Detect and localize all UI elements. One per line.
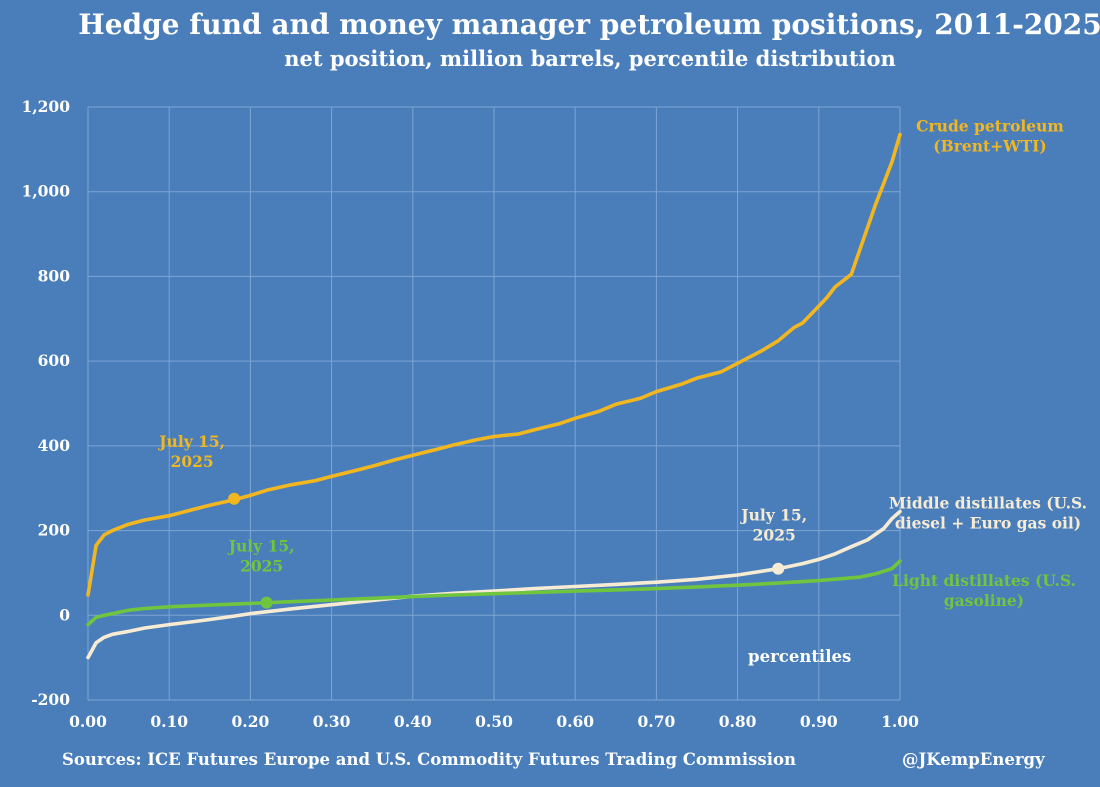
marker-point <box>228 492 241 505</box>
x-tick-label: 0.20 <box>232 712 270 731</box>
series-label: Crude petroleum (Brent+WTI) <box>916 117 1064 156</box>
y-tick-label: 1,200 <box>21 97 70 116</box>
series-lines <box>86 132 902 660</box>
x-tick-label: 0.70 <box>638 712 676 731</box>
x-tick-label: 0.00 <box>69 712 107 731</box>
x-axis-label: percentiles <box>748 647 851 666</box>
y-tick-label: -200 <box>31 690 70 709</box>
series-line <box>86 559 902 627</box>
marker-label: July 15, 2025 <box>157 432 225 471</box>
y-tick-label: 1,000 <box>21 182 70 201</box>
annotations: Crude petroleum (Brent+WTI) Middle distill… <box>157 117 1087 666</box>
series-label: Middle distillates (U.S. diesel + Euro ga… <box>889 494 1087 533</box>
series-label: Light distillates (U.S. gasoline) <box>892 571 1076 610</box>
chart-subtitle: net position, million barrels, percentil… <box>284 46 896 71</box>
axis-ticks: 0.00 0.10 0.20 0.30 0.40 0.50 0.60 0.70 0.80 0.90… <box>21 97 919 731</box>
series-line <box>86 132 902 597</box>
x-tick-label: 0.90 <box>800 712 838 731</box>
y-tick-label: 0 <box>59 605 70 624</box>
x-tick-label: 0.30 <box>313 712 351 731</box>
series-line <box>86 509 902 660</box>
x-tick-label: 0.40 <box>394 712 432 731</box>
x-tick-label: 0.60 <box>556 712 594 731</box>
x-tick-label: 0.80 <box>719 712 757 731</box>
chart-title: Hedge fund and money manager petroleum p… <box>78 8 1100 41</box>
marker-point <box>260 596 273 609</box>
sources-note: Sources: ICE Futures Europe and U.S. Com… <box>62 750 796 769</box>
gridlines <box>87 106 901 701</box>
author-handle: @JKempEnergy <box>902 750 1045 769</box>
y-tick-label: 800 <box>38 266 71 285</box>
marker-label: July 15, 2025 <box>739 506 807 545</box>
marker-label: July 15, 2025 <box>227 537 295 576</box>
x-tick-label: 0.50 <box>475 712 513 731</box>
marker-point <box>772 562 785 575</box>
y-tick-label: 400 <box>38 436 71 455</box>
x-tick-label: 0.10 <box>150 712 188 731</box>
y-tick-label: 600 <box>38 351 71 370</box>
y-tick-label: 200 <box>38 521 71 540</box>
x-tick-label: 1.00 <box>881 712 919 731</box>
